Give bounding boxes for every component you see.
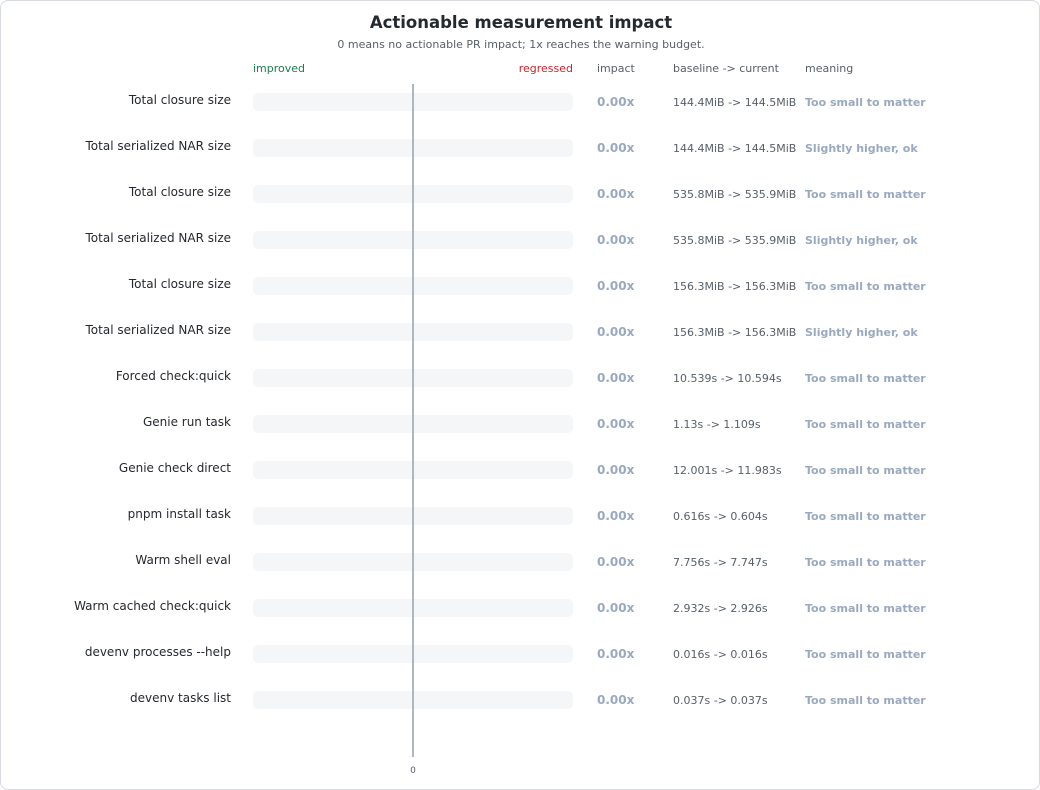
baseline-current-value: 7.756s -> 7.747s [673, 556, 768, 569]
baseline-current-value: 12.001s -> 11.983s [673, 464, 782, 477]
meaning-text: Slightly higher, ok [805, 142, 918, 155]
chart-row: devenv processes --help 0.00x 0.016s -> 0.… [1, 644, 1040, 664]
impact-value: 0.00x [597, 693, 635, 707]
baseline-current-value: 156.3MiB -> 156.3MiB [673, 280, 797, 293]
category-label: Warm cached check:quick [74, 599, 231, 613]
meaning-text: Too small to matter [805, 694, 926, 707]
meaning-text: Too small to matter [805, 280, 926, 293]
category-label: pnpm install task [127, 507, 231, 521]
category-label: devenv tasks list [130, 691, 231, 705]
impact-value: 0.00x [597, 141, 635, 155]
category-label: Total closure size [128, 93, 231, 107]
category-label: Forced check:quick [115, 369, 231, 383]
zero-axis-line [412, 84, 414, 757]
category-label: Warm shell eval [135, 553, 231, 567]
category-label: Total closure size [128, 185, 231, 199]
chart-row: devenv tasks list 0.00x 0.037s -> 0.037s To… [1, 690, 1040, 710]
category-label: Total serialized NAR size [85, 323, 231, 337]
impact-value: 0.00x [597, 647, 635, 661]
category-label: Total serialized NAR size [85, 139, 231, 153]
impact-value: 0.00x [597, 371, 635, 385]
chart-row: Genie run task 0.00x 1.13s -> 1.109s Too sm… [1, 414, 1040, 434]
impact-value: 0.00x [597, 325, 635, 339]
category-label: devenv processes --help [84, 645, 231, 659]
baseline-current-value: 2.932s -> 2.926s [673, 602, 768, 615]
baseline-current-value: 0.037s -> 0.037s [673, 694, 768, 707]
impact-value: 0.00x [597, 417, 635, 431]
impact-column-header: impact [597, 62, 635, 75]
baseline-current-value: 0.616s -> 0.604s [673, 510, 768, 523]
meaning-text: Too small to matter [805, 648, 926, 661]
chart-row: Total serialized NAR size 0.00x 535.8MiB -… [1, 230, 1040, 250]
meaning-text: Too small to matter [805, 602, 926, 615]
impact-value: 0.00x [597, 555, 635, 569]
baseline-current-value: 10.539s -> 10.594s [673, 372, 782, 385]
impact-value: 0.00x [597, 187, 635, 201]
meaning-text: Slightly higher, ok [805, 234, 918, 247]
zero-tick-label: 0 [410, 766, 416, 776]
baseline-current-value: 144.4MiB -> 144.5MiB [673, 142, 797, 155]
meaning-text: Too small to matter [805, 510, 926, 523]
meaning-text: Too small to matter [805, 418, 926, 431]
meaning-column-header: meaning [805, 62, 854, 75]
chart-title: Actionable measurement impact [369, 13, 673, 32]
impact-value: 0.00x [597, 509, 635, 523]
meaning-text: Too small to matter [805, 188, 926, 201]
category-label: Genie check direct [118, 461, 231, 475]
baseline-current-value: 535.8MiB -> 535.9MiB [673, 188, 797, 201]
meaning-text: Too small to matter [805, 372, 926, 385]
baseline-current-value: 0.016s -> 0.016s [673, 648, 768, 661]
impact-value: 0.00x [597, 95, 635, 109]
baseline-current-value: 535.8MiB -> 535.9MiB [673, 234, 797, 247]
chart-row: Total serialized NAR size 0.00x 144.4MiB -… [1, 138, 1040, 158]
chart-row: Total closure size 0.00x 144.4MiB -> 144.5… [1, 92, 1040, 112]
baseline-current-value: 156.3MiB -> 156.3MiB [673, 326, 797, 339]
chart-row: Total closure size 0.00x 156.3MiB -> 156.3… [1, 276, 1040, 296]
chart-row: Genie check direct 0.00x 12.001s -> 11.983… [1, 460, 1040, 480]
impact-value: 0.00x [597, 279, 635, 293]
impact-value: 0.00x [597, 233, 635, 247]
category-label: Genie run task [142, 415, 231, 429]
chart-subtitle: 0 means no actionable PR impact; 1x reac… [337, 38, 705, 51]
impact-value: 0.00x [597, 463, 635, 477]
chart-row: Warm cached check:quick 0.00x 2.932s -> 2.… [1, 598, 1040, 618]
meaning-text: Too small to matter [805, 96, 926, 109]
category-label: Total serialized NAR size [85, 231, 231, 245]
improved-axis-label: improved [253, 62, 306, 75]
baseline-column-header: baseline -> current [673, 62, 779, 75]
chart-row: Total closure size 0.00x 535.8MiB -> 535.9… [1, 184, 1040, 204]
category-label: Total closure size [128, 277, 231, 291]
chart-row: Warm shell eval 0.00x 7.756s -> 7.747s Too … [1, 552, 1040, 572]
meaning-text: Too small to matter [805, 556, 926, 569]
baseline-current-value: 1.13s -> 1.109s [673, 418, 761, 431]
chart-row: pnpm install task 0.00x 0.616s -> 0.604s To… [1, 506, 1040, 526]
meaning-text: Too small to matter [805, 464, 926, 477]
chart-row: Total serialized NAR size 0.00x 156.3MiB -… [1, 322, 1040, 342]
impact-value: 0.00x [597, 601, 635, 615]
baseline-current-value: 144.4MiB -> 144.5MiB [673, 96, 797, 109]
meaning-text: Slightly higher, ok [805, 326, 918, 339]
chart-row: Forced check:quick 0.00x 10.539s -> 10.594… [1, 368, 1040, 388]
regressed-axis-label: regressed [518, 62, 573, 75]
